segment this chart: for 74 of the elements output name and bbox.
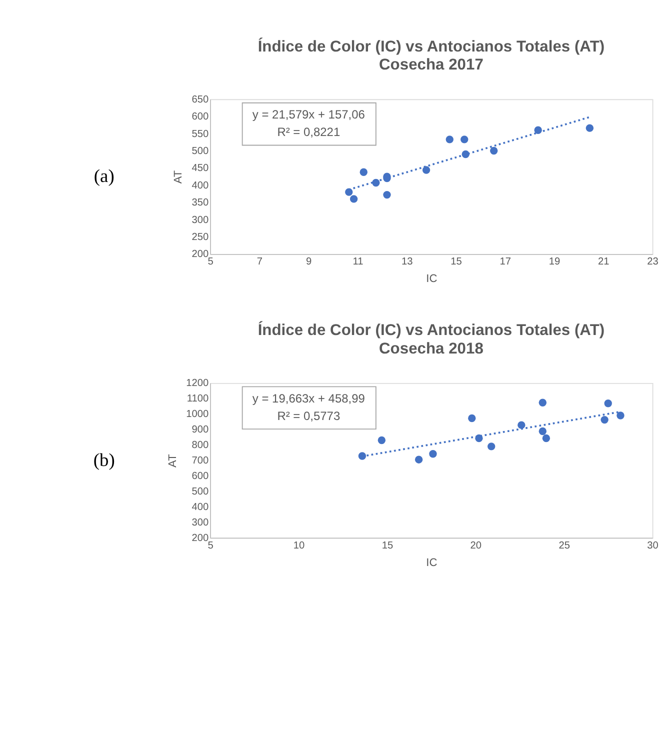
x-axis-title: IC: [426, 556, 438, 569]
x-tick-label: 19: [548, 256, 561, 268]
y-tick-label: 700: [192, 456, 210, 467]
point: [488, 442, 496, 450]
y-tick-label: 400: [192, 180, 210, 192]
point: [604, 400, 612, 408]
x-tick-label: 5: [208, 540, 214, 552]
y-tick-label: 300: [192, 518, 210, 528]
point: [468, 414, 476, 422]
point: [414, 456, 423, 464]
point: [600, 416, 608, 424]
y-tick-label: 350: [192, 198, 210, 209]
point: [383, 190, 391, 199]
chart-subtitle: Cosecha 2018: [378, 340, 484, 358]
y-tick-label: 200: [192, 532, 210, 544]
chart-title: Índice de Color (IC) vs Antocianos Totales (AT): [258, 37, 605, 56]
x-axis-title: IC: [426, 273, 438, 286]
point: [446, 136, 454, 144]
point: [460, 136, 468, 144]
y-tick-label: 500: [192, 486, 210, 498]
x-tick-label: 7: [256, 256, 263, 268]
point: [429, 450, 437, 458]
annotation: y = 19,663x + 458,99: [252, 391, 366, 406]
y-axis-title: AT: [167, 454, 180, 468]
y-axis-title: AT: [172, 170, 185, 184]
annotation: y = 21,579x + 157,06: [252, 108, 366, 122]
y-tick-label: 600: [192, 112, 210, 123]
y-tick-label: 650: [192, 94, 210, 106]
point: [534, 126, 542, 134]
point: [538, 398, 547, 406]
x-tick-label: 23: [647, 256, 659, 268]
text: (b): [93, 450, 115, 470]
point: [490, 146, 498, 155]
chart-title: Índice de Color (IC) vs Antocianos Totales (AT): [258, 321, 605, 340]
point: [350, 195, 358, 203]
point: [586, 124, 594, 132]
point: [378, 436, 386, 444]
y-tick-label: 1100: [186, 394, 210, 405]
y-tick-label: 500: [192, 146, 210, 157]
y-tick-label: 300: [192, 214, 210, 226]
x-tick-label: 25: [558, 540, 570, 552]
y-tick-label: 1200: [186, 378, 210, 390]
y-tick-label: 600: [192, 471, 210, 482]
point: [616, 412, 624, 420]
x-tick-label: 17: [500, 256, 512, 268]
point: [538, 427, 547, 436]
y-tick-label: 900: [192, 424, 210, 436]
x-tick-label: 30: [647, 540, 659, 552]
y-tick-label: 800: [192, 440, 210, 452]
point: [345, 188, 353, 196]
x-tick-label: 10: [293, 540, 305, 552]
y-tick-label: 1000: [186, 409, 210, 420]
x-tick-label: 11: [352, 256, 364, 268]
annotation: R² = 0,5773: [277, 408, 340, 423]
chart-subtitle: Cosecha 2017: [378, 56, 484, 74]
x-tick-label: 13: [401, 256, 414, 268]
point: [360, 168, 368, 176]
y-tick-label: 250: [192, 232, 210, 243]
x-tick-label: 21: [598, 256, 610, 268]
y-tick-label: 450: [192, 163, 210, 174]
x-tick-label: 9: [306, 256, 312, 268]
text: (a): [94, 166, 114, 186]
point: [358, 452, 366, 460]
annotation: R² = 0,8221: [277, 125, 340, 140]
x-tick-label: 20: [470, 540, 482, 552]
point: [518, 421, 526, 429]
x-tick-label: 5: [208, 256, 214, 268]
x-tick-label: 15: [450, 256, 462, 268]
x-tick-label: 15: [382, 540, 394, 552]
y-tick-label: 550: [192, 128, 210, 140]
y-tick-label: 400: [192, 502, 210, 514]
point: [542, 434, 550, 442]
y-tick-label: 200: [192, 249, 210, 260]
point: [422, 166, 430, 174]
